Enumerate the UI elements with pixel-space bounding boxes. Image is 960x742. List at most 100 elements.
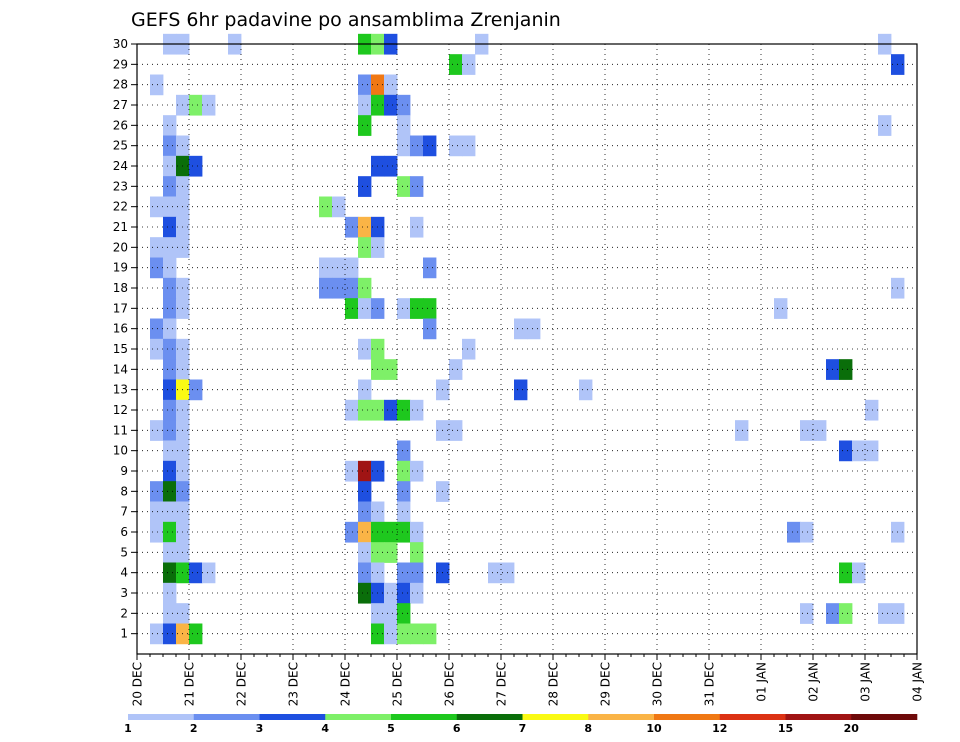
heatmap-cell xyxy=(839,603,853,624)
x-tick-label: 25 DEC xyxy=(391,662,405,706)
x-tick-label: 24 DEC xyxy=(339,662,353,706)
heatmap-cell xyxy=(800,521,814,543)
heatmap-cell xyxy=(202,94,216,116)
y-tick-label: 24 xyxy=(113,159,128,173)
heatmap-cell xyxy=(358,460,372,482)
heatmap-cell xyxy=(514,379,528,401)
heatmap-cell xyxy=(384,542,398,563)
y-tick-label: 1 xyxy=(120,627,128,641)
heatmap-cell xyxy=(423,298,437,319)
heatmap-cell xyxy=(358,399,372,421)
heatmap-cell xyxy=(878,603,892,624)
heatmap-cell xyxy=(358,277,372,299)
y-tick-label: 11 xyxy=(113,423,128,437)
heatmap-cell xyxy=(189,155,203,177)
heatmap-cell xyxy=(163,216,177,238)
heatmap-cell xyxy=(397,176,411,197)
heatmap-cell xyxy=(150,237,164,258)
heatmap-cell xyxy=(189,379,203,401)
colorbar-swatch xyxy=(391,714,458,720)
heatmap-cell xyxy=(865,399,879,421)
heatmap-cell xyxy=(397,460,411,482)
x-tick-label: 27 DEC xyxy=(495,662,509,706)
heatmap-cell xyxy=(332,277,346,299)
heatmap-cell xyxy=(514,318,528,340)
heatmap-cell xyxy=(410,542,424,563)
heatmap-cell xyxy=(527,318,541,340)
heatmap-cell xyxy=(397,603,411,624)
heatmap-cell xyxy=(774,298,788,319)
heatmap-cell xyxy=(397,501,411,523)
heatmap-cell xyxy=(163,196,177,218)
heatmap-cell xyxy=(462,54,476,75)
y-tick-label: 9 xyxy=(120,464,128,478)
heatmap-cell xyxy=(410,399,424,421)
heatmap-cell xyxy=(358,94,372,116)
colorbar-swatch xyxy=(325,714,392,720)
heatmap-cell xyxy=(358,481,372,502)
x-tick-label: 29 DEC xyxy=(599,662,613,706)
heatmap-cell xyxy=(332,196,346,218)
heatmap-cell xyxy=(449,54,463,75)
heatmap-cell xyxy=(397,481,411,502)
heatmap-cell xyxy=(163,379,177,401)
colorbar-label: 2 xyxy=(190,722,198,735)
heatmap-cell xyxy=(345,216,359,238)
heatmap-cell xyxy=(865,440,879,462)
x-axis-ticks: 20 DEC 21 DEC 22 DEC 23 DEC 24 DEC 25 DEC 26 D… xyxy=(131,654,925,706)
heatmap-cell xyxy=(410,216,424,238)
heatmap-cell xyxy=(163,176,177,197)
y-tick-label: 21 xyxy=(113,220,128,234)
heatmap-cell xyxy=(384,582,398,604)
colorbar: 1 2 3 4 5 6 7 8 10 12 15 20 xyxy=(124,714,918,735)
heatmap-cell xyxy=(163,481,177,502)
heatmap-cell xyxy=(358,379,372,401)
colorbar-swatch xyxy=(785,714,852,720)
heatmap-cell xyxy=(735,420,749,441)
heatmap-cell xyxy=(423,135,437,157)
heatmap-cell xyxy=(150,196,164,218)
heatmap-cell xyxy=(423,318,437,340)
heatmap-cell xyxy=(345,399,359,421)
heatmap-cell xyxy=(410,562,424,584)
y-tick-label: 3 xyxy=(120,586,128,600)
heatmap-cell xyxy=(163,420,177,441)
y-tick-label: 10 xyxy=(113,444,128,458)
heatmap-cell xyxy=(410,176,424,197)
heatmap-cell xyxy=(384,603,398,624)
heatmap-cell xyxy=(163,582,177,604)
heatmap-cell xyxy=(163,338,177,360)
heatmap-cell xyxy=(163,318,177,340)
heatmap-cell xyxy=(345,277,359,299)
heatmap-cell xyxy=(150,338,164,360)
heatmap-cell xyxy=(163,603,177,624)
heatmap-cell xyxy=(462,135,476,157)
heatmap-cell xyxy=(150,623,164,645)
heatmap-cell xyxy=(423,623,437,645)
colorbar-swatch xyxy=(719,714,786,720)
heatmap-cell xyxy=(839,562,853,584)
x-tick-label: 23 DEC xyxy=(287,662,301,706)
heatmap-cell xyxy=(150,521,164,543)
y-tick-label: 6 xyxy=(120,525,128,539)
heatmap-cell xyxy=(163,521,177,543)
heatmap-cell xyxy=(397,623,411,645)
heatmap-cell xyxy=(358,521,372,543)
heatmap-cell xyxy=(410,521,424,543)
x-tick-label: 04 JAN xyxy=(911,662,925,702)
heatmap-cell xyxy=(397,582,411,604)
heatmap-cell xyxy=(163,623,177,645)
heatmap-cell xyxy=(852,440,866,462)
y-tick-label: 27 xyxy=(113,98,128,112)
heatmap-cell xyxy=(150,318,164,340)
heatmap-cell xyxy=(150,501,164,523)
heatmap-cell xyxy=(852,562,866,584)
heatmap-cell xyxy=(358,115,372,136)
heatmap-cell xyxy=(163,115,177,136)
heatmap-cell xyxy=(410,460,424,482)
heatmap-cell xyxy=(358,338,372,360)
heatmap-cell xyxy=(189,562,203,584)
heatmap-cell xyxy=(150,257,164,279)
y-tick-label: 14 xyxy=(113,362,128,376)
